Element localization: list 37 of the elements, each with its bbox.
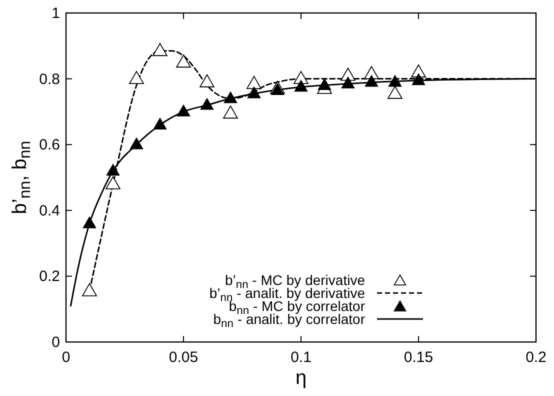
point (176, 104, 190, 116)
point (388, 86, 402, 99)
point (200, 74, 214, 88)
x-tick-label: 0.1 (290, 349, 312, 366)
y-tick-label: 0 (52, 334, 60, 351)
point (412, 74, 426, 86)
point (82, 216, 96, 228)
point (364, 75, 378, 87)
point (246, 76, 262, 89)
point (130, 138, 144, 150)
point (364, 66, 379, 80)
point (294, 80, 308, 92)
y-tick-label: 0.2 (39, 268, 60, 286)
point (247, 86, 261, 98)
x-tick-label: 0.05 (168, 349, 198, 366)
point (176, 54, 191, 68)
point (106, 164, 120, 176)
y-tick-label: 1 (52, 5, 60, 22)
point (152, 43, 168, 56)
point (318, 78, 332, 90)
y-tick-label: 0.6 (39, 136, 60, 154)
point (223, 106, 238, 119)
point (200, 98, 214, 110)
point (388, 75, 402, 87)
point (224, 92, 238, 104)
point (82, 283, 97, 296)
point (270, 83, 284, 95)
x-tick-label: 0.15 (404, 349, 434, 366)
point (341, 76, 355, 88)
point (129, 71, 144, 84)
y-tick-label: 0.8 (39, 70, 60, 88)
point (294, 71, 308, 84)
x-axis-title: η (295, 367, 307, 389)
x-tick-label: 0.2 (526, 349, 546, 366)
point (153, 118, 167, 130)
y-tick-label: 0.4 (39, 202, 60, 220)
point (106, 176, 120, 190)
